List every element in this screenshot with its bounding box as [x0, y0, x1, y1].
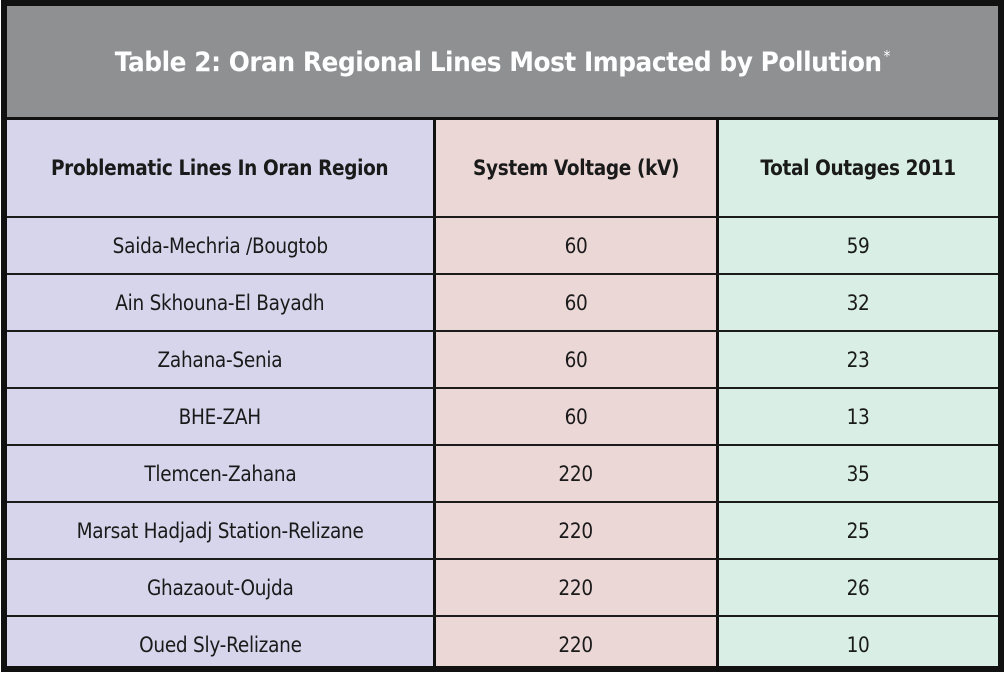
column-lines-background	[7, 120, 433, 666]
cell-voltage: 60	[564, 290, 588, 315]
row-divider	[7, 387, 998, 389]
row-divider	[7, 615, 998, 617]
row-divider	[7, 558, 998, 560]
cell-voltage: 220	[558, 461, 594, 486]
table-title-bar: Table 2: Oran Regional Lines Most Impact…	[7, 6, 998, 117]
cell-line: Tlemcen-Zahana	[143, 461, 297, 486]
table-row: BHE-ZAH 60 13	[7, 389, 998, 444]
header-voltage: System Voltage (kV)	[472, 156, 680, 180]
cell-outages: 59	[847, 233, 870, 258]
cell-outages: 25	[847, 518, 870, 543]
cell-voltage: 60	[564, 347, 588, 372]
cell-outages: 35	[847, 461, 870, 486]
cell-outages: 13	[847, 404, 870, 429]
cell-line: Saida-Mechria /Bougtob	[112, 233, 328, 258]
table-row: Ghazaout-Oujda 220 26	[7, 560, 998, 615]
header-lines: Problematic Lines In Oran Region	[51, 156, 389, 180]
cell-voltage: 220	[558, 632, 594, 657]
row-divider	[7, 330, 998, 332]
row-divider	[7, 501, 998, 503]
cell-line: Zahana-Senia	[157, 347, 283, 372]
header-row: Problematic Lines In Oran Region System …	[7, 120, 998, 216]
row-divider	[7, 216, 998, 218]
cell-line: Ain Skhouna-El Bayadh	[115, 290, 325, 315]
cell-line: Ghazaout-Oujda	[146, 575, 294, 600]
column-outages-background	[719, 120, 998, 666]
cell-voltage: 60	[564, 233, 588, 258]
cell-outages: 23	[847, 347, 870, 372]
row-divider	[7, 444, 998, 446]
cell-line: Oued Sly-Relizane	[138, 632, 302, 657]
column-voltage-background	[436, 120, 716, 666]
table-title: Table 2: Oran Regional Lines Most Impact…	[114, 47, 891, 78]
table-row: Saida-Mechria /Bougtob 60 59	[7, 218, 998, 273]
cell-line: BHE-ZAH	[178, 404, 262, 429]
cell-outages: 10	[847, 632, 870, 657]
cell-voltage: 60	[564, 404, 588, 429]
table-row: Ain Skhouna-El Bayadh 60 32	[7, 275, 998, 330]
cell-outages: 32	[847, 290, 870, 315]
table-row: Oued Sly-Relizane 220 10	[7, 617, 998, 666]
table-row: Tlemcen-Zahana 220 35	[7, 446, 998, 501]
cell-voltage: 220	[558, 575, 594, 600]
table-row: Zahana-Senia 60 23	[7, 332, 998, 387]
cell-outages: 26	[847, 575, 870, 600]
table-body: Problematic Lines In Oran Region System …	[7, 120, 998, 666]
table-title-text: Table 2: Oran Regional Lines Most Impact…	[114, 47, 882, 78]
header-outages: Total Outages 2011	[760, 156, 957, 180]
cell-line: Marsat Hadjadj Station-Relizane	[76, 518, 364, 543]
cell-voltage: 220	[558, 518, 594, 543]
title-footnote-mark: *	[883, 47, 891, 65]
table-row: Marsat Hadjadj Station-Relizane 220 25	[7, 503, 998, 558]
row-divider	[7, 273, 998, 275]
